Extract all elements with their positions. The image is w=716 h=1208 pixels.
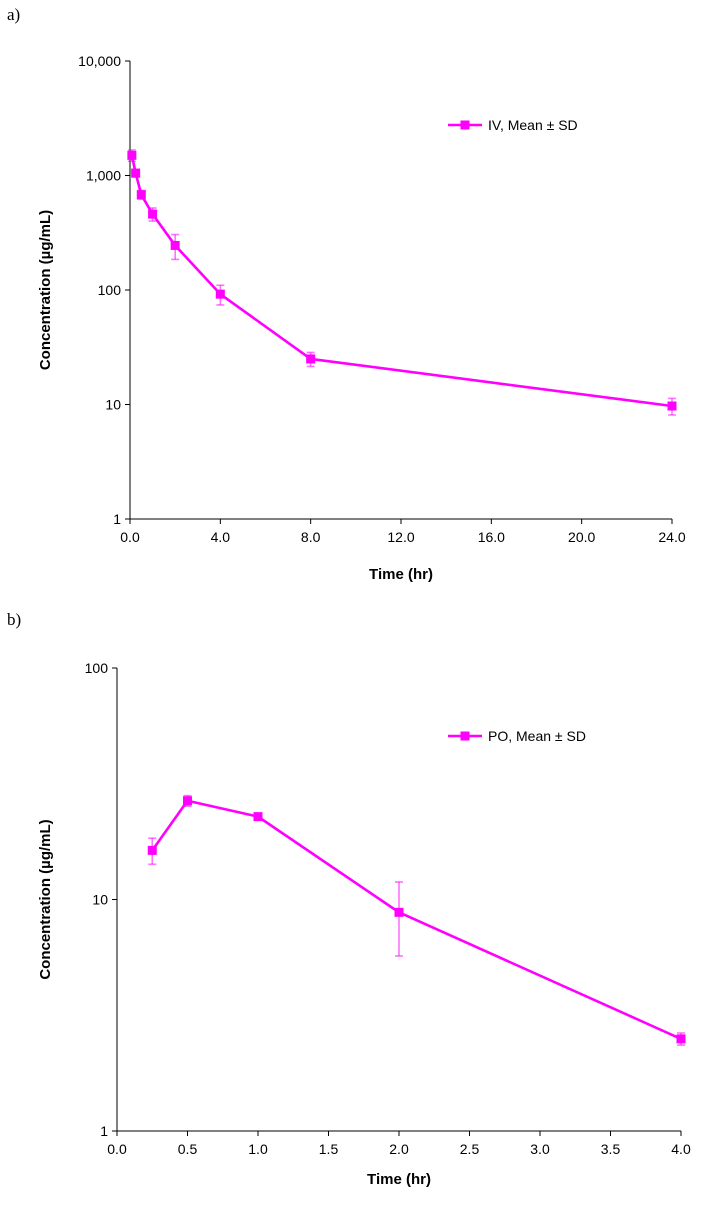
x-tick-label: 1.5	[319, 1141, 339, 1157]
data-point	[183, 796, 192, 806]
data-point	[131, 168, 141, 178]
legend-label: IV, Mean ± SD	[488, 117, 578, 133]
legend-label: PO, Mean ± SD	[488, 728, 586, 744]
y-tick-label: 100	[98, 282, 122, 298]
data-point	[676, 1034, 686, 1044]
x-tick-label: 0.0	[120, 529, 140, 545]
y-tick-label: 10,000	[78, 53, 121, 69]
data-point	[136, 190, 146, 200]
x-tick-label: 8.0	[301, 529, 321, 545]
data-point	[147, 845, 157, 855]
series-line	[130, 155, 673, 408]
panel-label: b)	[7, 610, 21, 629]
data-point	[148, 209, 158, 219]
y-axis-title: Concentration (µg/mL)	[37, 819, 54, 979]
x-tick-label: 4.0	[671, 1141, 691, 1157]
legend-marker	[460, 731, 470, 741]
y-tick-label: 1	[100, 1123, 108, 1139]
data-point	[170, 240, 180, 250]
data-point	[667, 401, 677, 411]
data-point	[253, 812, 263, 822]
x-tick-label: 12.0	[387, 529, 414, 545]
x-tick-label: 3.5	[601, 1141, 621, 1157]
chart-panel-a: a) 1 10 100 1,000 10,000 0.0 4.0 8.0 12.0 16.0 20.0…	[7, 5, 686, 583]
x-axis-title: Time (hr)	[367, 1171, 431, 1188]
x-tick-label: 0.5	[178, 1141, 198, 1157]
series-line	[151, 799, 682, 1041]
x-tick-label: 2.5	[460, 1141, 480, 1157]
panel-label: a)	[7, 5, 20, 24]
x-tick-label: 2.0	[389, 1141, 409, 1157]
legend-marker	[460, 120, 470, 130]
x-tick-label: 4.0	[211, 529, 231, 545]
data-point	[215, 289, 225, 299]
x-tick-label: 0.0	[107, 1141, 127, 1157]
x-tick-label: 3.0	[530, 1141, 550, 1157]
x-tick-label: 24.0	[658, 529, 685, 545]
x-tick-label: 16.0	[478, 529, 505, 545]
chart-panel-b: b) 1 10 100 0.0 0.5 1.0 1.5 2.0 2.5 3.0 3.5 4.0 Conce…	[7, 610, 691, 1188]
data-point	[306, 354, 316, 364]
y-tick-label: 100	[85, 660, 109, 676]
y-tick-label: 10	[92, 892, 108, 908]
data-point	[394, 907, 404, 917]
x-axis-title: Time (hr)	[369, 566, 433, 583]
x-tick-label: 1.0	[248, 1141, 268, 1157]
data-point	[127, 150, 137, 160]
y-axis-title: Concentration (µg/mL)	[37, 210, 54, 370]
y-tick-label: 1,000	[86, 168, 121, 184]
y-tick-label: 10	[105, 397, 121, 413]
x-tick-label: 20.0	[568, 529, 595, 545]
y-tick-label: 1	[113, 511, 121, 527]
